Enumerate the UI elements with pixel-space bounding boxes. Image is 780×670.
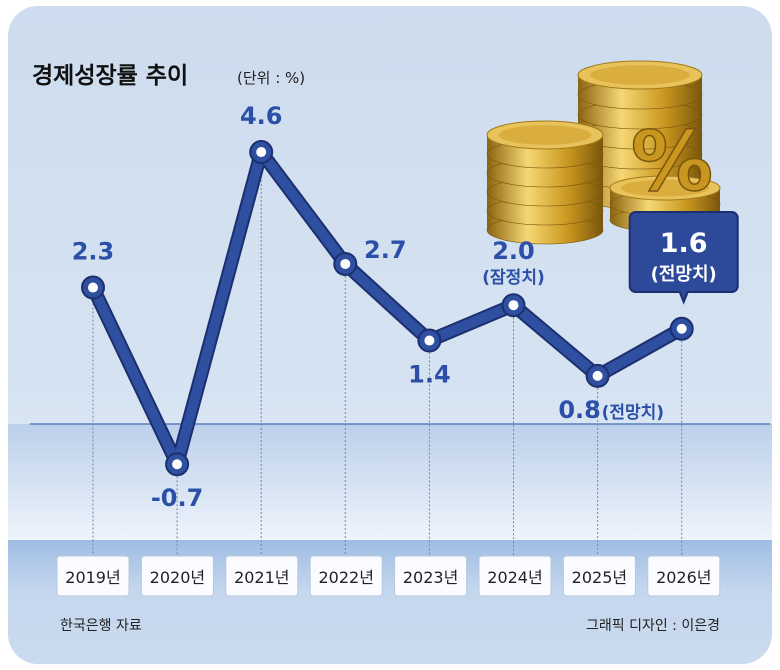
percent-icon: % bbox=[631, 115, 713, 210]
credit-note: 그래픽 디자인 : 이은경 bbox=[586, 618, 720, 634]
x-tick-label: 2026년 bbox=[656, 568, 711, 587]
unit-label: (단위 : %) bbox=[237, 69, 305, 87]
x-tick-label: 2022년 bbox=[318, 568, 373, 587]
x-tick-box bbox=[225, 555, 299, 597]
zero-region bbox=[8, 424, 772, 540]
value-label: 2.0 bbox=[492, 237, 535, 265]
x-tick-box bbox=[56, 555, 130, 597]
forecast-callout bbox=[628, 211, 739, 305]
value-label: -0.7 bbox=[151, 484, 203, 512]
value-note: (잠정치) bbox=[482, 268, 544, 288]
data-point-center bbox=[676, 323, 687, 334]
source-note: 한국은행 자료 bbox=[60, 618, 142, 634]
x-tick-box bbox=[562, 555, 636, 597]
x-tick-label: 2020년 bbox=[150, 568, 205, 587]
x-tick-label: 2024년 bbox=[487, 568, 542, 587]
value-label: 2.3 bbox=[72, 238, 115, 266]
value-label: 1.4 bbox=[408, 361, 451, 389]
value-note: (전망치) bbox=[651, 264, 717, 285]
data-point-center bbox=[256, 147, 267, 158]
series-line bbox=[88, 147, 687, 470]
x-tick-box bbox=[478, 555, 552, 597]
axis-band bbox=[8, 540, 772, 664]
x-tick-box bbox=[140, 555, 214, 597]
value-label: 1.6 bbox=[660, 228, 708, 259]
x-tick-label: 2019년 bbox=[65, 568, 120, 587]
value-label: 0.8 bbox=[558, 396, 601, 424]
coins-illustration: % bbox=[486, 60, 721, 245]
value-label: 2.7 bbox=[364, 236, 407, 264]
data-point-center bbox=[592, 370, 603, 381]
data-point-center bbox=[88, 282, 98, 293]
value-label: 4.6 bbox=[240, 102, 283, 130]
data-point-center bbox=[172, 459, 183, 470]
x-tick-box bbox=[394, 555, 468, 597]
data-point-center bbox=[508, 300, 519, 311]
data-point-center bbox=[340, 258, 351, 269]
data-point-center bbox=[424, 335, 435, 346]
x-tick-box bbox=[647, 555, 721, 597]
value-note: (전망치) bbox=[602, 403, 664, 423]
x-tick-label: 2021년 bbox=[234, 568, 289, 587]
x-tick-label: 2023년 bbox=[403, 568, 458, 587]
x-tick-box bbox=[309, 555, 383, 597]
x-tick-label: 2025년 bbox=[572, 568, 627, 587]
chart-title: 경제성장률 추이 bbox=[32, 63, 188, 89]
